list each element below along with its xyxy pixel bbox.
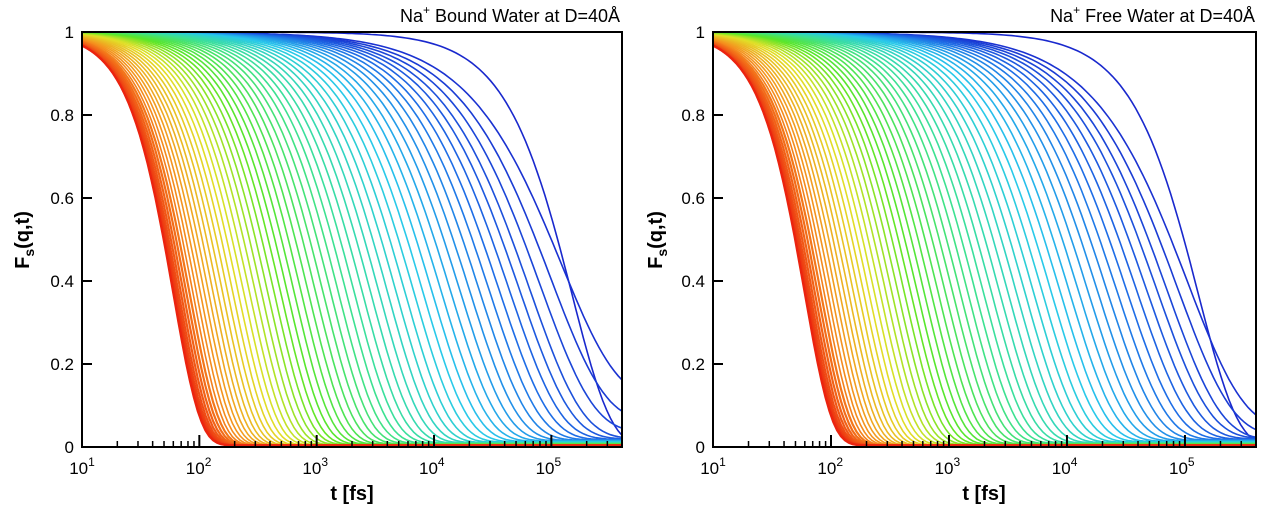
chart-title-right: Na+ Free Water at D=40Å (1050, 3, 1255, 26)
chart-panel-left: Na+ Bound Water at D=40Å 0 0.2 0.4 0.6 0… (12, 3, 623, 505)
y-tick-label: 0.4 (681, 272, 705, 291)
y-tick-label: 0.6 (50, 189, 74, 208)
y-tick-label: 0.8 (50, 106, 74, 125)
curve-group-left (81, 31, 623, 447)
x-tick-label: 104 (419, 455, 445, 478)
y-tick-label: 0.4 (50, 272, 74, 291)
series-line (81, 38, 622, 447)
y-tick-label: 0.2 (50, 355, 74, 374)
x-tick-label: 104 (1052, 455, 1078, 478)
series-line (712, 39, 1256, 447)
x-axis-label-right: t [fs] (962, 483, 1005, 505)
y-tick-label: 1 (65, 23, 74, 42)
x-tick-label: 101 (700, 455, 726, 478)
y-tick-label: 0.2 (681, 355, 705, 374)
y-axis-label-left: Fs(q,t) (12, 211, 37, 269)
x-tick-label: 101 (69, 455, 95, 478)
chart-title-left: Na+ Bound Water at D=40Å (400, 3, 620, 26)
y-tick-label: 0.8 (681, 106, 705, 125)
curve-group-right (712, 31, 1257, 447)
y-tick-label: 0 (696, 438, 705, 457)
chart-panel-right: Na+ Free Water at D=40Å 0 0.2 0.4 0.6 0.… (645, 3, 1257, 505)
plot-frame-left (81, 31, 623, 448)
series-line (712, 42, 1256, 447)
y-tick-label: 0 (65, 438, 74, 457)
series-line (81, 40, 622, 447)
x-axis-label-left: t [fs] (330, 483, 373, 505)
x-tick-label: 102 (186, 455, 212, 478)
series-line (712, 43, 1256, 447)
series-line (81, 39, 622, 447)
x-tick-label: 105 (1169, 455, 1195, 478)
series-line (712, 38, 1256, 447)
series-line (81, 40, 622, 447)
series-line (81, 41, 622, 447)
y-tick-label: 0.6 (681, 189, 705, 208)
x-tick-label: 105 (536, 455, 562, 478)
y-tick-label: 1 (696, 23, 705, 42)
y-axis-label-right: Fs(q,t) (645, 211, 670, 269)
x-tick-label: 103 (935, 455, 961, 478)
x-tick-label: 102 (817, 455, 843, 478)
series-line (81, 38, 622, 447)
plot-frame-right (712, 31, 1257, 448)
x-tick-label: 103 (302, 455, 328, 478)
